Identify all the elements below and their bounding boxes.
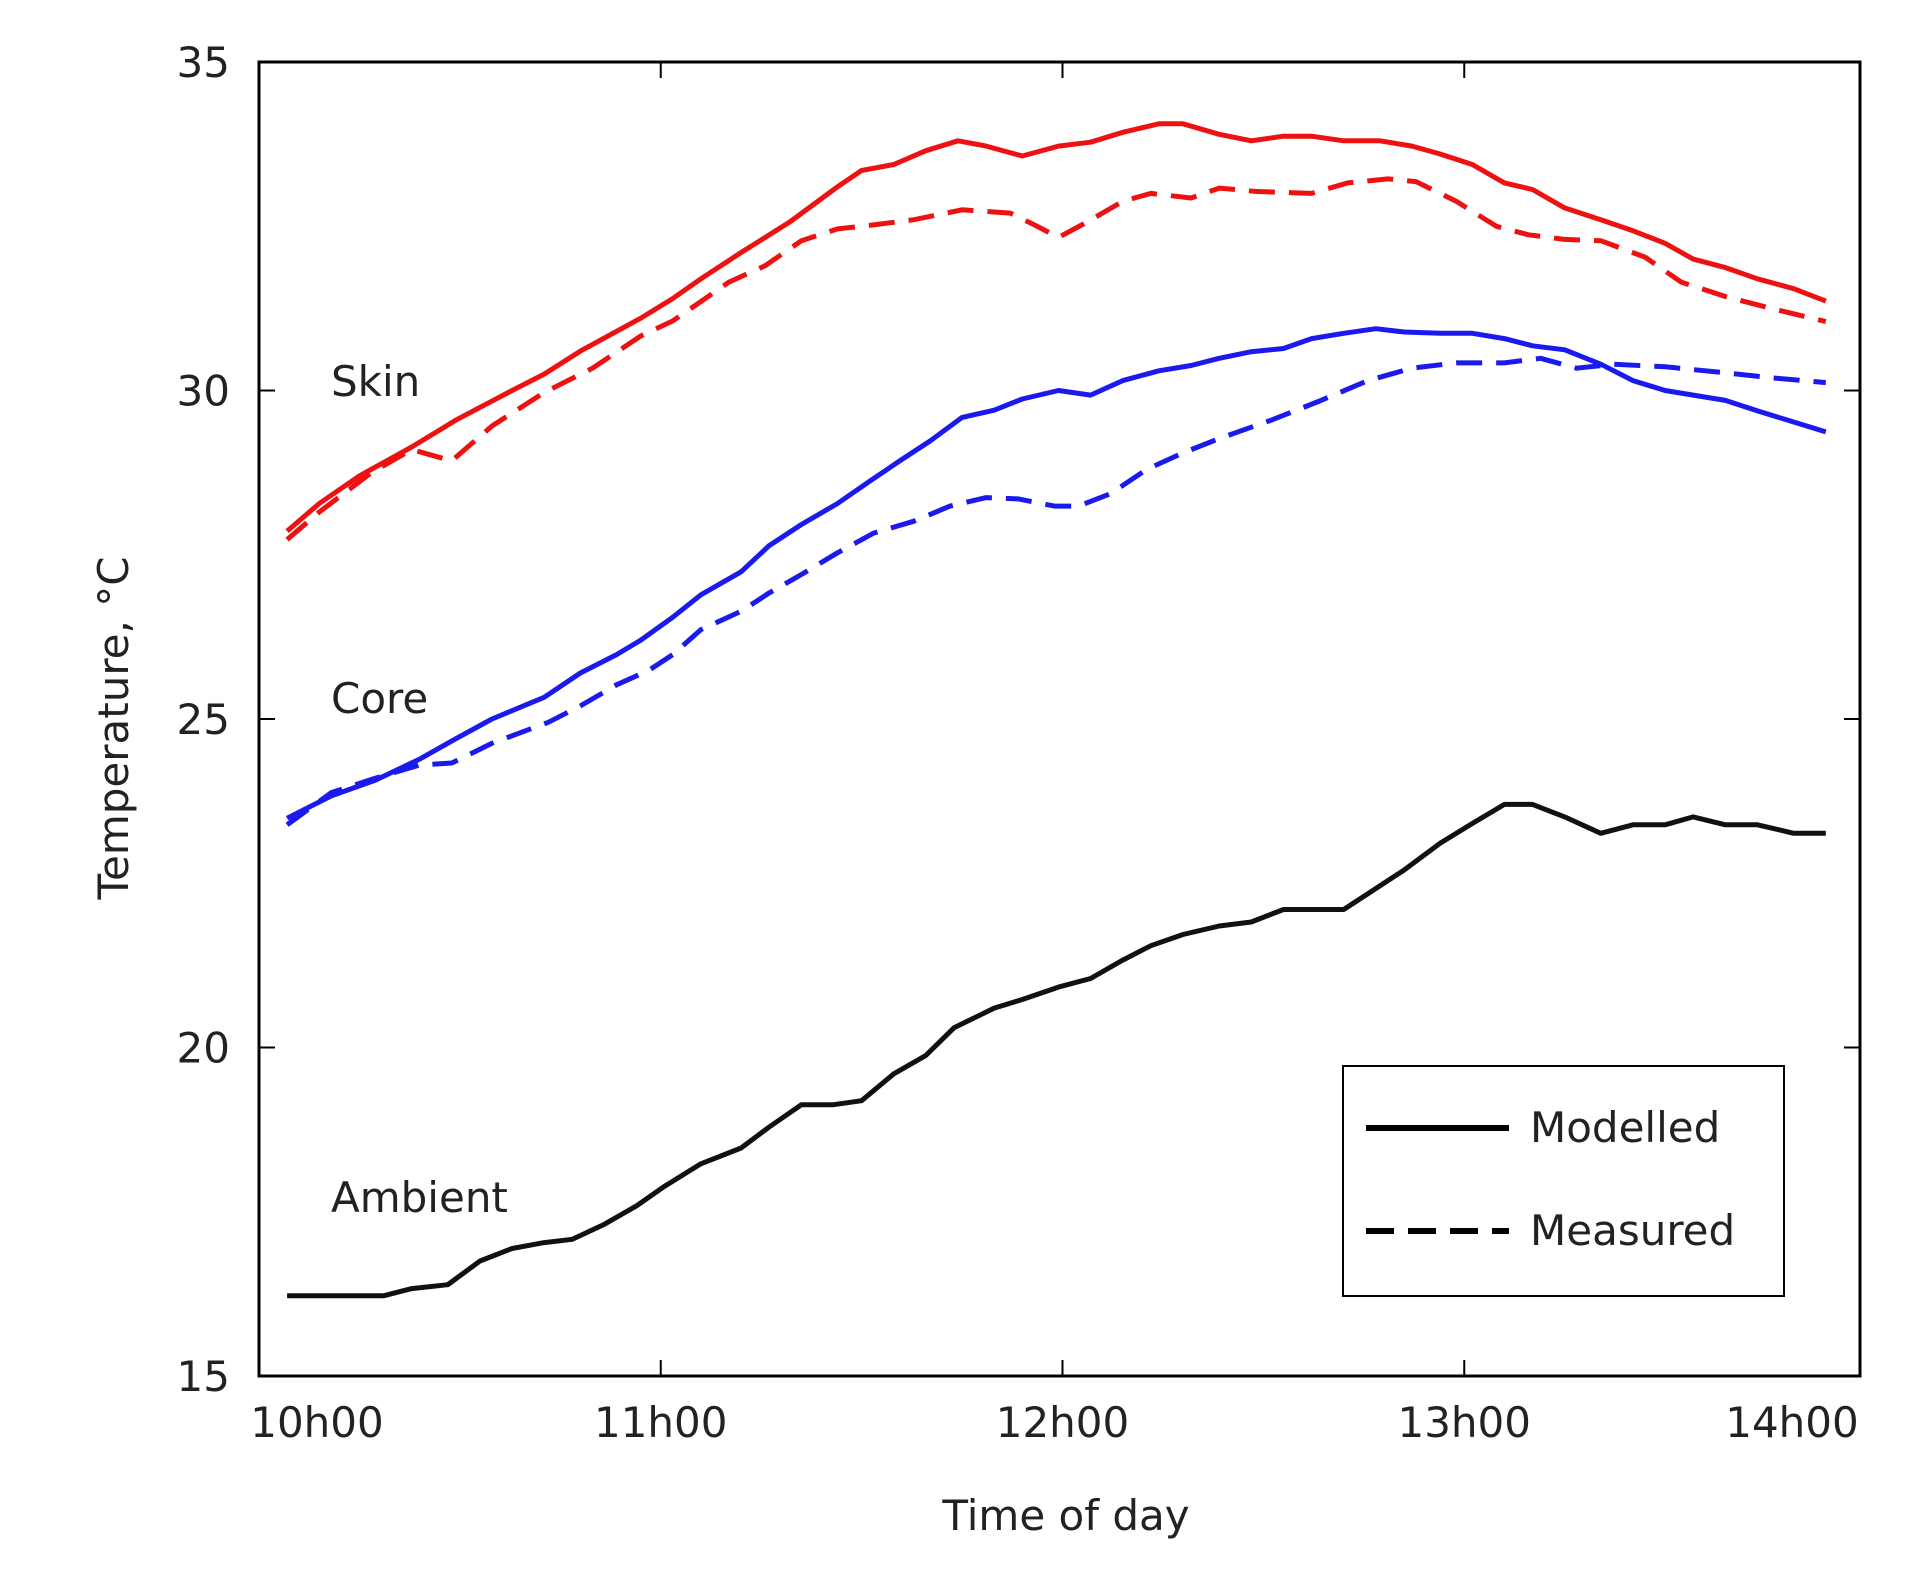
x-tick-label: 12h00 bbox=[996, 1398, 1130, 1447]
y-tick-label: 20 bbox=[177, 1024, 230, 1073]
x-tick-label: 13h00 bbox=[1397, 1398, 1531, 1447]
annotation-skin: Skin bbox=[331, 357, 420, 406]
y-axis-label: Temperature, °C bbox=[89, 556, 138, 900]
tick-labels: 10h00 11h00 12h00 13h00 14h00 15 20 25 30 35 bbox=[177, 38, 1859, 1447]
plot-frame bbox=[257, 60, 1862, 1378]
core-measured-line bbox=[285, 355, 1827, 827]
legend-box bbox=[1342, 1065, 1785, 1297]
y-tick-label: 25 bbox=[177, 695, 230, 744]
skin-measured-line bbox=[285, 176, 1827, 542]
x-tick-label: 14h00 bbox=[1725, 1398, 1859, 1447]
core-modelled-line bbox=[285, 326, 1827, 821]
legend-label-modelled: Modelled bbox=[1530, 1103, 1720, 1152]
skin-modelled-line bbox=[285, 121, 1827, 533]
y-tick-label: 15 bbox=[177, 1352, 230, 1401]
x-tick-label: 11h00 bbox=[594, 1398, 728, 1447]
annotation-core: Core bbox=[331, 674, 428, 723]
legend: Modelled Measured bbox=[1342, 1065, 1785, 1297]
y-tick-label: 35 bbox=[177, 38, 230, 87]
legend-label-measured: Measured bbox=[1530, 1206, 1735, 1255]
x-axis-label: Time of day bbox=[941, 1491, 1189, 1540]
series-lines bbox=[285, 121, 1827, 1299]
y-tick-label: 30 bbox=[177, 367, 230, 416]
annotation-ambient: Ambient bbox=[331, 1173, 508, 1222]
x-tick-label: 10h00 bbox=[250, 1398, 384, 1447]
ambient-modelled-line bbox=[287, 801, 1826, 1299]
